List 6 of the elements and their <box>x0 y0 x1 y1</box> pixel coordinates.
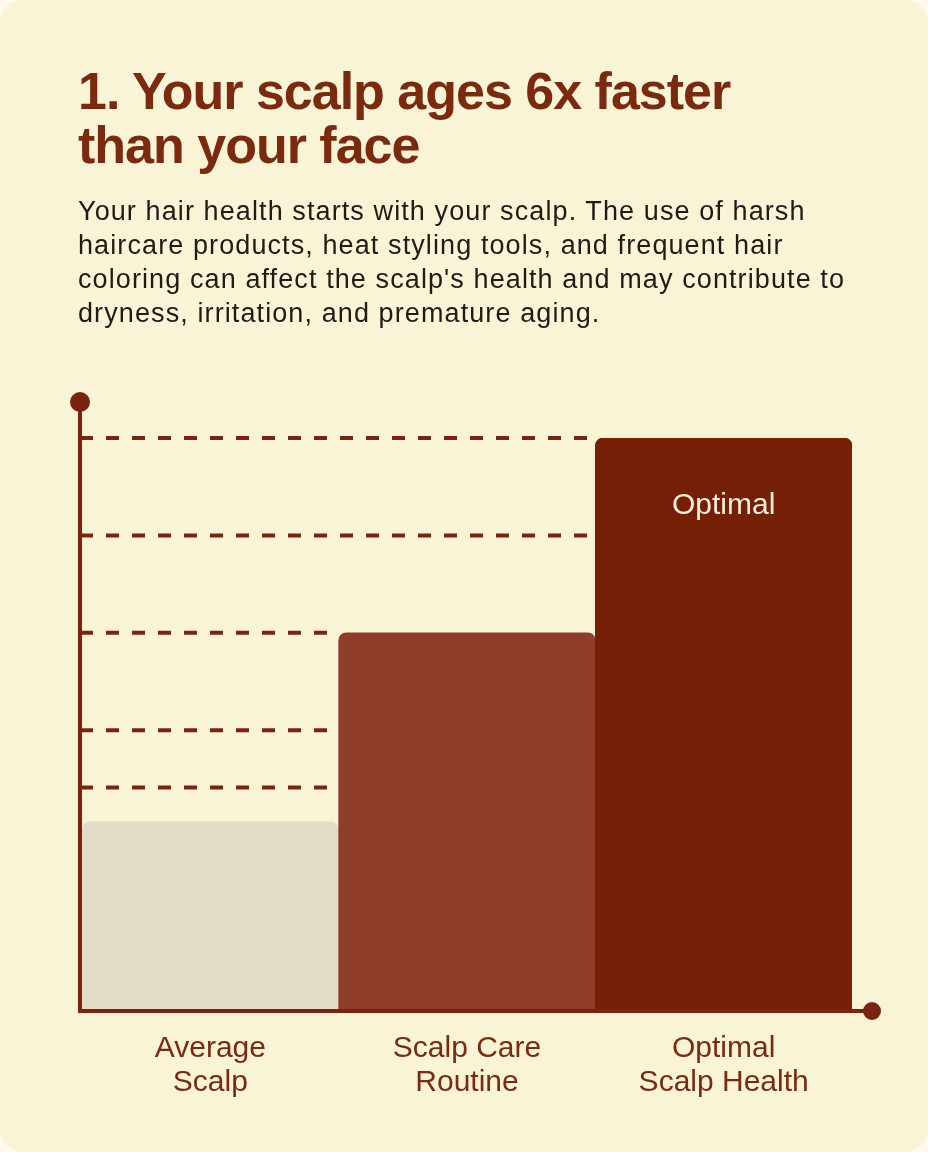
chart-subtitle: Your hair health starts with your scalp. The use of harsh haircare products, heat styling tools, and frequent hair coloring can affect the scalp's health and may contribute to dryness, irritation, and premature aging. <box>78 195 847 330</box>
x-tick-label: Average Scalp <box>154 1029 266 1098</box>
x-tick-label: Optimal Scalp Health <box>638 1029 809 1098</box>
x-tick-label: Scalp Care Routine <box>392 1029 542 1098</box>
annotation: Optimal <box>671 487 776 521</box>
chart-title: 1. Your scalp ages 6x faster than your face <box>78 62 732 174</box>
